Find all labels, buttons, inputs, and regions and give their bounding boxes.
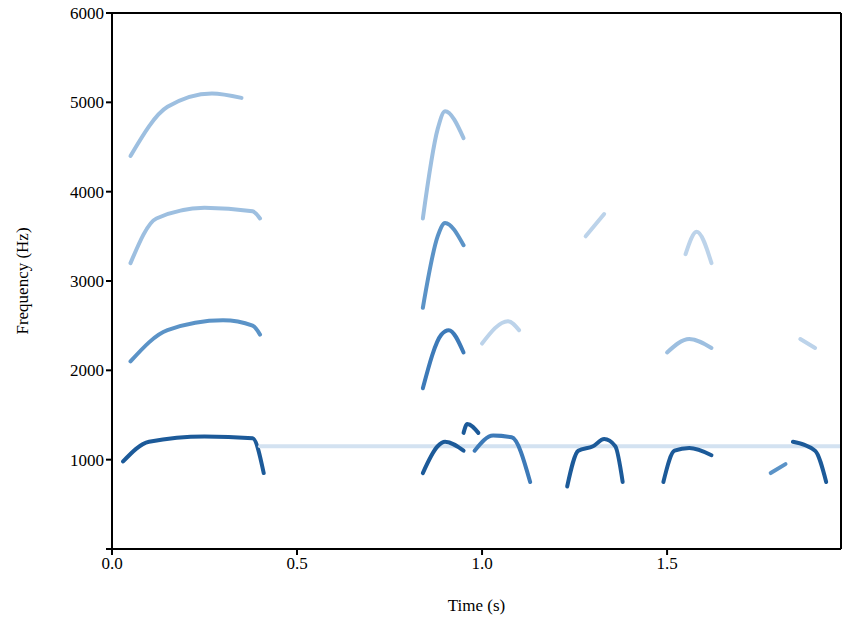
svg-text:0.0: 0.0 <box>101 554 122 573</box>
svg-text:4000: 4000 <box>70 183 104 202</box>
svg-text:Frequency (Hz): Frequency (Hz) <box>13 227 32 334</box>
svg-text:6000: 6000 <box>70 4 104 23</box>
svg-text:1.0: 1.0 <box>471 554 492 573</box>
svg-text:Time (s): Time (s) <box>448 596 505 615</box>
svg-text:1000: 1000 <box>70 451 104 470</box>
svg-text:3000: 3000 <box>70 272 104 291</box>
svg-text:2000: 2000 <box>70 361 104 380</box>
svg-text:0.5: 0.5 <box>286 554 307 573</box>
svg-text:5000: 5000 <box>70 93 104 112</box>
svg-text:1.5: 1.5 <box>656 554 677 573</box>
